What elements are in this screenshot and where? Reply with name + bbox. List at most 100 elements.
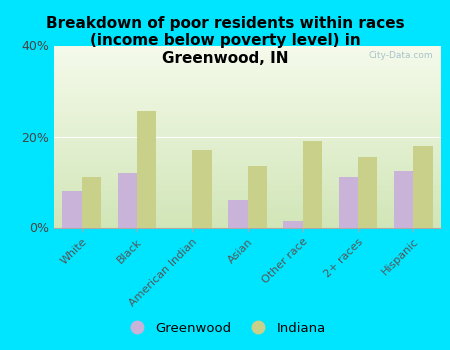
Bar — [54, 46, 441, 47]
Bar — [54, 215, 441, 216]
Bar — [54, 218, 441, 219]
Bar — [54, 124, 441, 125]
Bar — [54, 165, 441, 166]
Bar — [54, 162, 441, 163]
Bar — [54, 115, 441, 116]
Bar — [54, 203, 441, 204]
Bar — [54, 173, 441, 174]
Bar — [54, 223, 441, 224]
Bar — [54, 212, 441, 213]
Bar — [54, 222, 441, 223]
Bar — [54, 141, 441, 142]
Bar — [54, 190, 441, 191]
Bar — [54, 188, 441, 189]
Bar — [54, 110, 441, 111]
Bar — [54, 161, 441, 162]
Bar — [54, 83, 441, 84]
Bar — [54, 135, 441, 137]
Bar — [394, 171, 414, 228]
Bar — [54, 140, 441, 141]
Bar — [54, 168, 441, 169]
Bar — [54, 204, 441, 205]
Bar — [54, 94, 441, 95]
Bar — [54, 185, 441, 186]
Bar — [54, 132, 441, 133]
Bar — [54, 86, 441, 88]
Bar — [54, 67, 441, 68]
Bar — [54, 88, 441, 89]
Bar — [54, 182, 441, 183]
Bar — [54, 72, 441, 73]
Bar — [54, 179, 441, 180]
Bar — [54, 216, 441, 217]
Bar — [54, 170, 441, 171]
Bar — [54, 136, 441, 138]
Bar — [54, 201, 441, 202]
Bar — [54, 214, 441, 215]
Bar — [54, 111, 441, 112]
Bar — [54, 224, 441, 225]
Bar — [54, 155, 441, 156]
Bar — [54, 116, 441, 117]
Bar — [54, 92, 441, 93]
Bar — [54, 55, 441, 56]
Bar — [303, 141, 322, 228]
Bar — [54, 91, 441, 92]
Bar — [54, 130, 441, 131]
Bar — [54, 121, 441, 122]
Bar — [192, 150, 212, 228]
Bar — [54, 172, 441, 173]
Bar — [54, 74, 441, 75]
Bar — [54, 200, 441, 201]
Bar — [54, 192, 441, 193]
Bar — [54, 134, 441, 135]
Bar — [54, 106, 441, 107]
Bar — [54, 153, 441, 154]
Bar — [54, 193, 441, 194]
Bar — [54, 57, 441, 58]
Bar — [54, 151, 441, 152]
Bar — [81, 177, 101, 228]
Bar — [54, 66, 441, 67]
Bar — [54, 78, 441, 79]
Bar — [54, 217, 441, 218]
Bar — [54, 52, 441, 53]
Bar — [54, 61, 441, 62]
Bar — [54, 202, 441, 203]
Bar — [54, 146, 441, 147]
Bar — [54, 73, 441, 74]
Bar — [54, 143, 441, 144]
Bar — [54, 152, 441, 153]
Bar — [414, 146, 433, 228]
Text: City-Data.com: City-Data.com — [369, 51, 433, 60]
Bar — [54, 177, 441, 178]
Bar — [54, 62, 441, 63]
Bar — [54, 166, 441, 167]
Bar — [54, 79, 441, 80]
Bar — [54, 171, 441, 172]
Bar — [54, 107, 441, 108]
Bar — [54, 221, 441, 222]
Bar — [54, 145, 441, 146]
Bar — [54, 50, 441, 51]
Bar — [54, 125, 441, 126]
Bar — [54, 105, 441, 106]
Bar — [54, 122, 441, 123]
Bar — [54, 206, 441, 208]
Bar — [54, 147, 441, 148]
Bar — [54, 180, 441, 181]
Bar — [54, 211, 441, 212]
Bar — [54, 49, 441, 50]
Bar — [54, 174, 441, 175]
Bar — [54, 196, 441, 197]
Bar — [54, 210, 441, 211]
Bar — [54, 103, 441, 104]
Bar — [54, 100, 441, 101]
Bar — [54, 47, 441, 48]
Bar — [248, 166, 267, 228]
Bar — [137, 112, 156, 228]
Bar — [54, 71, 441, 72]
Bar — [54, 51, 441, 52]
Bar — [54, 149, 441, 150]
Bar — [54, 123, 441, 124]
